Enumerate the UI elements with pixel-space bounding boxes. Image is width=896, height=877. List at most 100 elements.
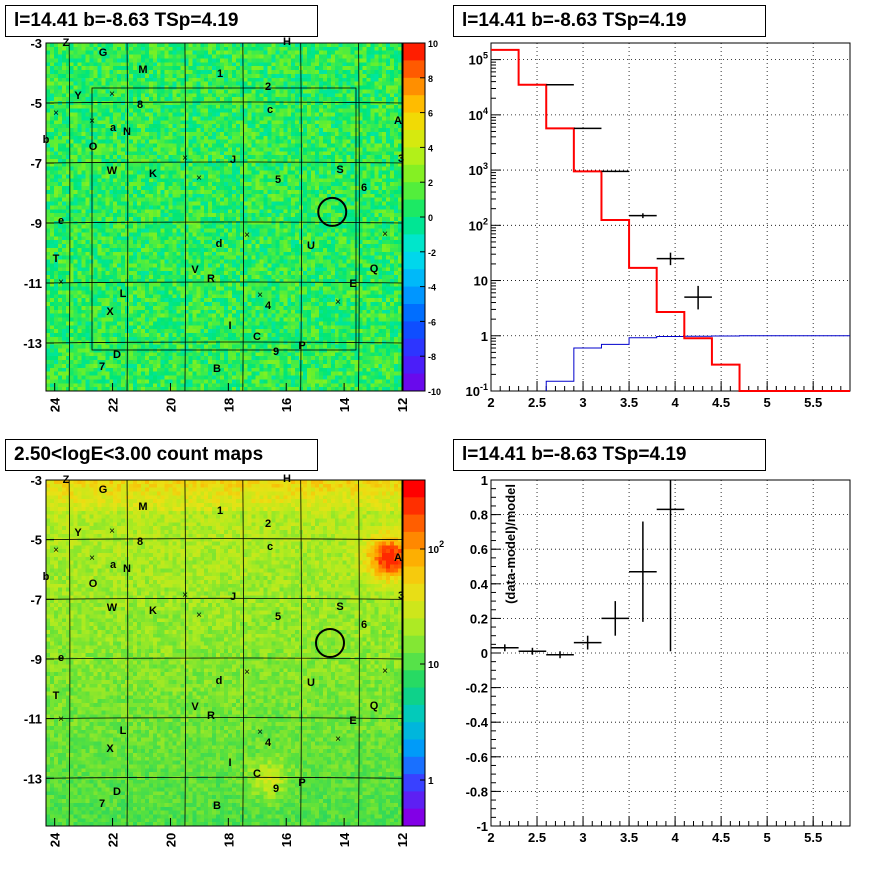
- colorbar-cell: [403, 147, 425, 165]
- count-map-source-label: d: [216, 675, 223, 687]
- sig-map-source-marker: ×: [335, 297, 341, 308]
- count-map-source-label: Z: [63, 474, 70, 486]
- count-map-source-label: T: [53, 690, 60, 702]
- colorbar-tick-label: 8: [428, 74, 433, 84]
- sig-map-source-label: J: [230, 154, 236, 166]
- colorbar-cell: [403, 78, 425, 96]
- count-map-source-label: P: [298, 777, 305, 789]
- colorbar-cell: [403, 95, 425, 113]
- count-map-source-marker: ×: [109, 526, 115, 537]
- count-map-source-label: 7: [99, 798, 105, 810]
- count-map-source-label: A: [394, 552, 402, 564]
- count-map-xtick-label: 16: [279, 833, 294, 847]
- spectrum-frame: [491, 43, 850, 391]
- count-map-source-label: 3: [398, 590, 404, 602]
- count-colorbar-cell: [403, 653, 425, 671]
- sig-map-ytick-label: -3: [30, 36, 42, 51]
- count-colorbar-cell: [403, 584, 425, 602]
- sig-map-source-label: A: [394, 115, 402, 127]
- count-map-source-label: G: [99, 484, 108, 496]
- count-map-source-marker: ×: [335, 734, 341, 745]
- residual-ytick-label: 0: [481, 646, 488, 661]
- count-map-source-label: 1: [217, 505, 223, 517]
- sig-map-ytick-label: -9: [30, 216, 42, 231]
- count-colorbar-cell: [403, 809, 425, 827]
- residual-ytick-label: 0.8: [470, 508, 488, 523]
- count-colorbar-cell: [403, 618, 425, 636]
- sig-map-source-label: N: [123, 126, 131, 138]
- residual-ytick-label: -0.6: [466, 750, 488, 765]
- residual-ytick-label: 0.2: [470, 611, 488, 626]
- count-colorbar-cell: [403, 549, 425, 567]
- count-map-source-label: K: [149, 605, 157, 617]
- count-map-source-label: a: [110, 559, 117, 571]
- sig-map-source-label: K: [149, 168, 157, 180]
- colorbar-tick-label: -4: [428, 283, 436, 293]
- residual-xtick-label: 2: [487, 830, 494, 845]
- count-colorbar-cell: [403, 480, 425, 498]
- spectrum-data-point: [601, 171, 629, 173]
- sig-map-ytick-label: -5: [30, 96, 42, 111]
- residual-xtick-label: 4.5: [712, 830, 730, 845]
- sig-map-source-marker: ×: [182, 153, 188, 164]
- colorbar-cell: [403, 113, 425, 131]
- sig-map-source-label: M: [138, 64, 147, 76]
- spectrum-ytick-label: 10: [474, 274, 488, 289]
- count-map-source-marker: ×: [382, 666, 388, 677]
- count-map-source-marker: ×: [257, 727, 263, 738]
- colorbar-tick-label: 10: [428, 39, 438, 49]
- count-map-source-label: N: [123, 563, 131, 575]
- sig-map-source-label: H: [283, 36, 291, 48]
- sig-map-ytick-label: -11: [24, 276, 42, 291]
- sig-map-source-label: O: [89, 141, 98, 153]
- count-colorbar-tick-label: 102: [428, 539, 444, 556]
- residual-xtick-label: 5: [764, 830, 771, 845]
- sig-map-source-label: T: [53, 253, 60, 265]
- sig-map-xtick-label: 24: [48, 397, 63, 412]
- sig-map-source-label: X: [106, 306, 114, 318]
- residual-title: l=14.41 b=-8.63 TSp=4.19: [453, 439, 766, 471]
- count-map-source-label: R: [207, 710, 215, 722]
- count-colorbar-cell: [403, 740, 425, 758]
- count-map-source-label: E: [349, 715, 356, 727]
- count-map-ytick-label: -11: [24, 712, 42, 727]
- spectrum-xtick-label: 5.5: [804, 395, 822, 410]
- residual-ytick-label: -0.8: [466, 784, 488, 799]
- sig-map-source-label: c: [267, 104, 273, 116]
- count-map-source-label: 5: [275, 611, 281, 623]
- count-map-source-label: D: [113, 786, 121, 798]
- count-colorbar-cell: [403, 705, 425, 723]
- spectrum-xtick-label: 4: [671, 395, 679, 410]
- residual-ytick-label: 1: [481, 473, 488, 488]
- count-colorbar-cell: [403, 791, 425, 809]
- sig-map-source-marker: ×: [109, 89, 115, 100]
- residual-ytick-label: 0.6: [470, 542, 488, 557]
- colorbar-cell: [403, 304, 425, 322]
- residual-xtick-label: 2.5: [528, 830, 546, 845]
- count-map-ytick-label: -9: [30, 652, 42, 667]
- residual-ytick-label: -0.4: [466, 715, 489, 730]
- sig-map-source-label: 9: [273, 346, 279, 358]
- count-colorbar-cell: [403, 532, 425, 550]
- colorbar-tick-label: -6: [428, 317, 436, 327]
- spectrum-data-point: [574, 128, 602, 129]
- count-colorbar-cell: [403, 774, 425, 792]
- colorbar-cell: [403, 269, 425, 287]
- sig-map-source-marker: ×: [196, 173, 202, 184]
- sig-map-source-label: d: [216, 238, 223, 250]
- sig-map-ytick-label: -7: [30, 156, 42, 171]
- residual-xtick-label: 3.5: [620, 830, 638, 845]
- sig-map-source-label: D: [113, 349, 121, 361]
- spectrum-xtick-label: 2: [487, 395, 494, 410]
- sig-map-source-label: Z: [63, 37, 70, 49]
- count-map-source-label: Q: [370, 700, 379, 712]
- colorbar-cell: [403, 182, 425, 200]
- count-map-source-label: e: [58, 652, 64, 664]
- colorbar-cell: [403, 252, 425, 270]
- sig-map-source-marker: ×: [89, 116, 95, 127]
- sig-map-source-label: 4: [265, 300, 272, 312]
- colorbar-cell: [403, 217, 425, 235]
- colorbar-tick-label: -2: [428, 248, 436, 258]
- count-map-ytick-label: -3: [30, 473, 42, 488]
